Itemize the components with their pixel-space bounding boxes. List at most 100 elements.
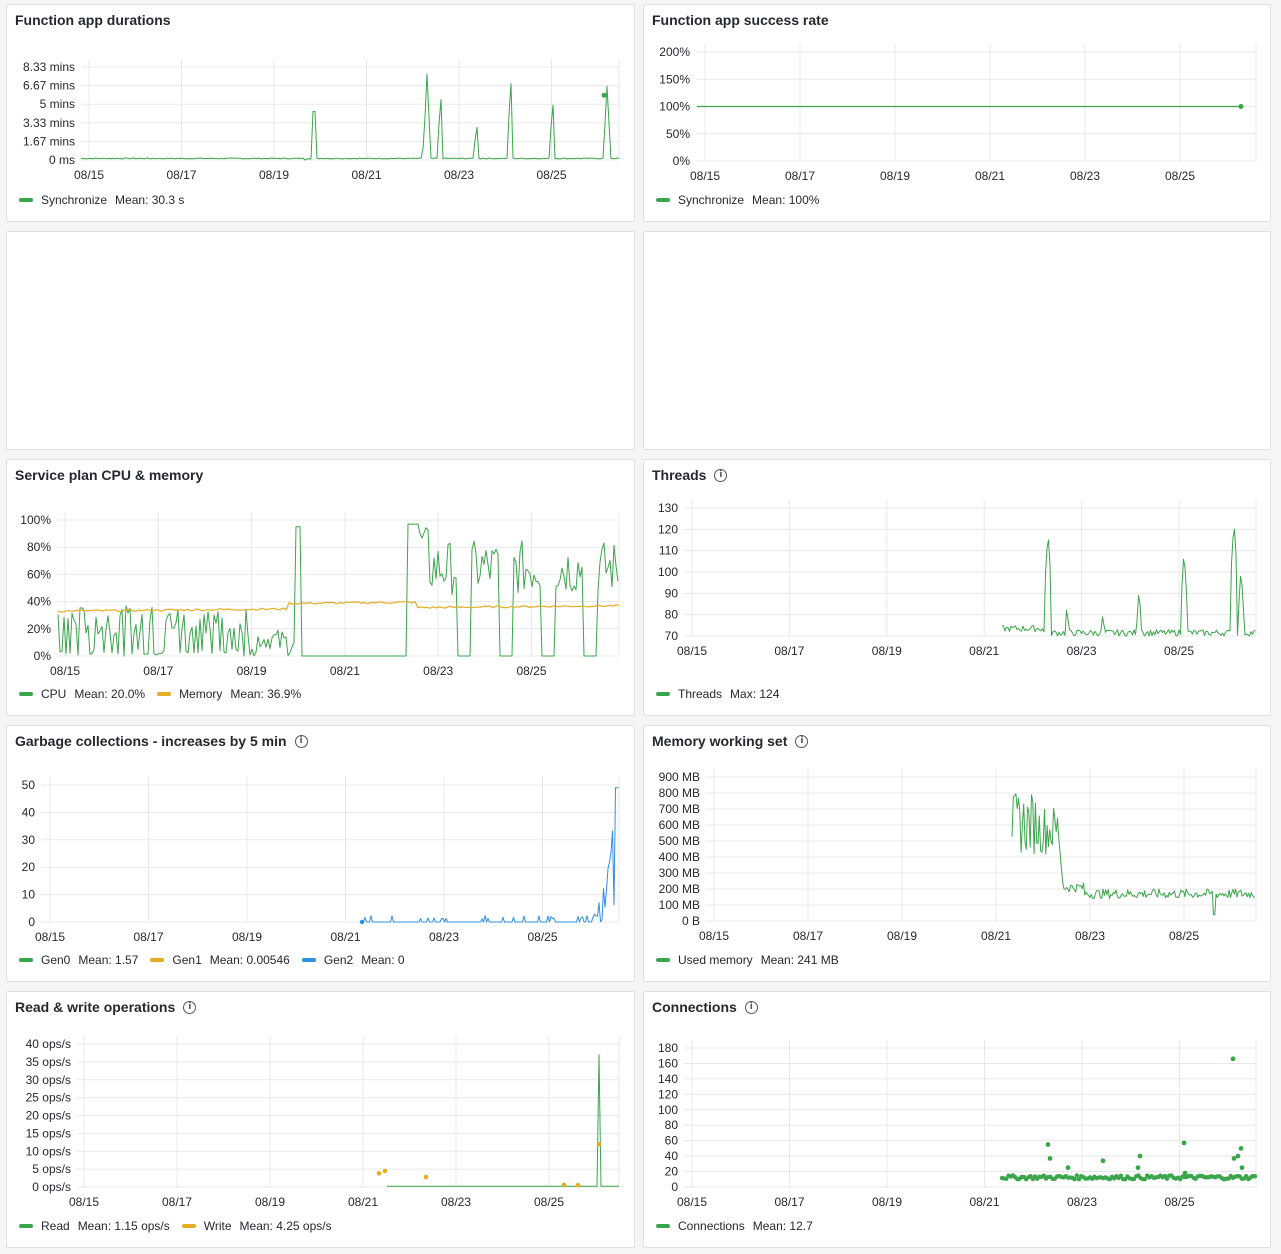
x-tick-label: 08/19 [237, 664, 267, 678]
series-point-connections [1137, 1153, 1143, 1159]
series-line-memory [57, 600, 620, 613]
x-tick-label: 08/23 [429, 930, 459, 944]
x-tick-label: 08/17 [133, 930, 163, 944]
series-point-connections [1065, 1165, 1071, 1171]
y-tick-label: 5 mins [40, 97, 75, 111]
y-tick-label: 140 [658, 1072, 678, 1086]
x-tick-label: 08/19 [872, 644, 902, 658]
panel-title[interactable]: Threads i [652, 467, 728, 483]
panel-cpu-memory: Service plan CPU & memory 0% 20% 40% 60% 80%… [6, 459, 635, 716]
panel-title[interactable]: Garbage collections - increases by 5 min… [15, 733, 308, 749]
x-tick-label: 08/21 [975, 169, 1005, 183]
series-point-connections [1252, 1174, 1258, 1179]
legend-label: Write [203, 1219, 232, 1233]
series-point-connections [1076, 1176, 1082, 1182]
x-tick-label: 08/19 [880, 169, 910, 183]
info-icon[interactable]: i [183, 1000, 197, 1014]
legend-item[interactable]: Gen2 Mean: 0 [301, 953, 405, 967]
legend-item[interactable]: Synchronize Mean: 30.3 s [19, 193, 184, 207]
series-point [1238, 104, 1244, 109]
legend-item[interactable]: Gen1 Mean: 0.00546 [150, 953, 290, 967]
x-tick-label: 08/25 [1165, 169, 1195, 183]
panel-title[interactable]: Function app durations [15, 12, 171, 28]
x-tick-label: 08/19 [232, 930, 262, 944]
info-icon[interactable]: i [795, 734, 809, 748]
info-icon[interactable]: i [294, 734, 308, 748]
legend-stat: Mean: 1.15 ops/s [77, 1219, 170, 1233]
legend-item[interactable]: Connections Mean: 12.7 [656, 1219, 813, 1233]
series-point [359, 919, 365, 925]
y-tick-label: 0 [28, 915, 35, 929]
legend-item[interactable]: Memory Mean: 36.9% [157, 687, 301, 701]
y-tick-label: 20 [22, 860, 36, 874]
legend-label: Gen0 [41, 953, 71, 967]
x-tick-label: 08/23 [1067, 644, 1097, 658]
y-tick-label: 80 [665, 608, 679, 622]
x-tick-label: 08/25 [1169, 929, 1199, 943]
panel-title[interactable]: Function app success rate [652, 12, 829, 28]
y-tick-label: 700 MB [659, 802, 700, 816]
legend-item[interactable]: Used memory Mean: 241 MB [656, 953, 839, 967]
x-tick-label: 08/19 [255, 1195, 285, 1209]
x-tick-label: 08/21 [351, 168, 381, 182]
legend-item[interactable]: Gen0 Mean: 1.57 [19, 953, 138, 967]
chart-legend: Connections Mean: 12.7 [656, 1219, 825, 1233]
x-tick-label: 08/21 [330, 664, 360, 678]
legend-item[interactable]: CPU Mean: 20.0% [19, 687, 145, 701]
series-point-write [382, 1168, 388, 1174]
y-tick-label: 60% [27, 567, 51, 581]
y-tick-label: 90 [665, 586, 679, 600]
legend-stat: Mean: 20.0% [74, 687, 146, 701]
chart-durations: 0 ms 1.67 mins 3.33 mins 5 mins 6.67 mins 8.3… [23, 59, 620, 182]
y-tick-label: 50% [666, 127, 690, 141]
y-tick-label: 30 [22, 833, 36, 847]
y-tick-label: 130 [658, 501, 678, 515]
panel-connections: Connections i 0 20 40 60 80 100 120 140 160 180 08/… [643, 991, 1271, 1248]
x-tick-label: 08/23 [441, 1195, 471, 1209]
series-line-read [387, 1054, 619, 1187]
x-tick-label: 08/21 [348, 1195, 378, 1209]
legend-swatch [656, 198, 670, 202]
chart-legend: Gen0 Mean: 1.57 Gen1 Mean: 0.00546 Gen2 Mean:… [19, 953, 417, 967]
legend-label: Used memory [678, 953, 753, 967]
y-tick-label: 150% [659, 72, 690, 86]
legend-swatch [157, 692, 172, 696]
series-point-connections [1239, 1165, 1245, 1171]
series-point-connections [1072, 1177, 1077, 1182]
y-tick-label: 40 [665, 1149, 679, 1163]
series-point-write [561, 1182, 567, 1188]
x-tick-label: 08/23 [423, 664, 453, 678]
x-tick-label: 08/15 [74, 168, 104, 182]
info-icon[interactable]: i [744, 1000, 758, 1014]
panel-durations: Function app durations 0 ms 1.67 mins 3.33… [6, 4, 635, 222]
chart-legend: Synchronize Mean: 100% [656, 193, 831, 207]
series-line-gen2 [362, 787, 619, 923]
legend-item[interactable]: Read Mean: 1.15 ops/s [19, 1219, 170, 1233]
y-tick-label: 10 [22, 888, 36, 902]
series-point-connections [1182, 1170, 1188, 1176]
legend-stat: Mean: 100% [752, 193, 820, 207]
panel-garbage-collections: Garbage collections - increases by 5 min… [6, 725, 635, 982]
legend-item[interactable]: Synchronize Mean: 100% [656, 193, 819, 207]
series-point-connections [1238, 1145, 1244, 1151]
legend-item[interactable]: Write Mean: 4.25 ops/s [181, 1219, 332, 1233]
x-tick-label: 08/21 [981, 929, 1011, 943]
info-icon[interactable]: i [714, 468, 728, 482]
panel-title[interactable]: Read & write operations i [15, 999, 197, 1015]
x-tick-label: 08/21 [969, 644, 999, 658]
y-tick-label: 180 [658, 1041, 678, 1055]
legend-label: Memory [179, 687, 223, 701]
legend-swatch [19, 198, 33, 202]
panel-title[interactable]: Service plan CPU & memory [15, 467, 204, 483]
chart-legend: CPU Mean: 20.0% Memory Mean: 36.9% [19, 687, 313, 701]
x-tick-label: 08/17 [143, 664, 173, 678]
legend-stat: Mean: 0.00546 [209, 953, 290, 967]
panel-title[interactable]: Connections i [652, 999, 758, 1015]
panel-title[interactable]: Memory working set i [652, 733, 809, 749]
y-tick-label: 10 ops/s [26, 1144, 71, 1158]
legend-stat: Mean: 12.7 [752, 1219, 813, 1233]
x-tick-label: 08/25 [1164, 644, 1194, 658]
chart-legend: Synchronize Mean: 30.3 s [19, 193, 196, 207]
series-point-connections [1074, 1173, 1079, 1178]
legend-item[interactable]: Threads Max: 124 [656, 687, 779, 701]
